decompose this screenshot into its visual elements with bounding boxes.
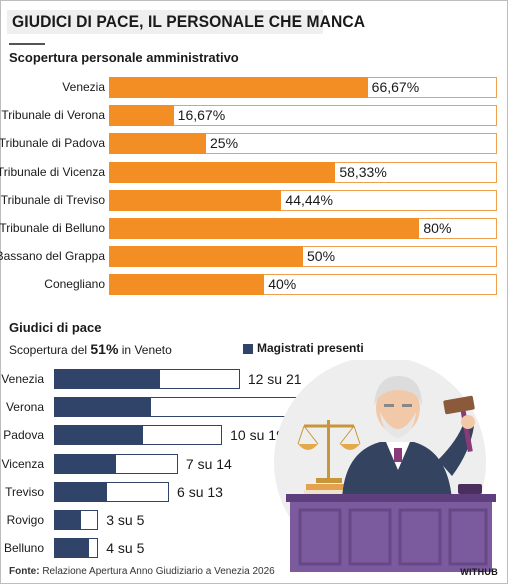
bar (54, 481, 108, 502)
category-label: Tribunale di Verona (1, 108, 105, 123)
bar (54, 453, 116, 474)
bar (109, 246, 303, 268)
category-label: Treviso (5, 484, 44, 499)
data-label: 7 su 14 (185, 455, 232, 472)
data-label: 3 su 5 (106, 512, 145, 528)
bar (109, 274, 265, 296)
category-label: Tribunale di Belluno (0, 221, 105, 235)
data-label: 40% (268, 276, 297, 293)
data-label: 50% (307, 248, 336, 265)
subtitle-value: 51% (90, 341, 119, 357)
gavel-icon (443, 395, 475, 453)
bar (109, 189, 282, 211)
judge-head (376, 382, 420, 434)
judge-beard (380, 412, 416, 438)
category-label: Conegliano (44, 277, 105, 292)
bar (54, 510, 81, 530)
category-label: Venezia (62, 80, 105, 94)
subtitle-suffix: in Veneto (121, 343, 172, 357)
legend-label: Magistrati presenti (257, 341, 364, 355)
data-label: 12 su 21 (247, 371, 302, 387)
judge-tie (394, 448, 402, 462)
category-label: Vicenza (1, 456, 44, 471)
bar (109, 133, 206, 155)
subtitle-prefix: Scopertura del (9, 343, 88, 357)
data-label: 25% (210, 135, 239, 152)
brand-logo: WITHUB (460, 567, 498, 577)
data-label: 80% (423, 220, 452, 236)
category-label: Tribunale di Vicenza (0, 164, 105, 179)
source-label: Fonte: (9, 566, 40, 577)
judge-illustration (274, 360, 496, 572)
bar (54, 538, 90, 559)
category-label: Verona (5, 400, 44, 415)
chart2-subtitle: Scopertura del 51% in Veneto (9, 341, 172, 357)
data-label: 44,44% (285, 191, 333, 208)
data-label: 58,33% (339, 163, 387, 180)
data-label: 4 su 5 (106, 540, 145, 557)
page-title: GIUDICI DI PACE, IL PERSONALE CHE MANCA (12, 12, 366, 31)
category-label: Belluno (3, 541, 44, 556)
title-rule (9, 43, 45, 45)
category-label: Tribunale di Treviso (0, 192, 105, 207)
bar (109, 77, 368, 98)
bar (109, 218, 420, 239)
data-label: 16,67% (177, 107, 226, 124)
bar (54, 425, 143, 446)
category-label: Bassano del Grappa (0, 249, 105, 264)
data-label: 6 su 13 (177, 483, 223, 500)
category-label: Tribunale di Padova (0, 136, 105, 151)
judge-bench (286, 484, 496, 572)
bar (109, 161, 336, 183)
legend-swatch (243, 344, 253, 354)
judge-robe (342, 442, 452, 500)
bar (54, 369, 161, 389)
source-text: Relazione Apertura Anno Giudiziario a Ve… (42, 566, 275, 577)
category-label: Padova (3, 428, 44, 443)
data-label: 10 su 19 (230, 427, 284, 444)
chart2-title: Giudici di pace (9, 320, 102, 335)
title-band (7, 10, 323, 34)
data-label: 66,67% (371, 79, 420, 95)
bar (54, 397, 152, 418)
category-label: Venezia (1, 372, 44, 386)
scales-icon (297, 420, 361, 483)
source-note: Fonte: Relazione Apertura Anno Giudiziar… (9, 566, 275, 577)
judge-hair (374, 376, 422, 406)
category-label: Rovigo (6, 513, 44, 527)
bar (109, 105, 174, 127)
chart1-title: Scopertura personale amministrativo (9, 50, 239, 65)
